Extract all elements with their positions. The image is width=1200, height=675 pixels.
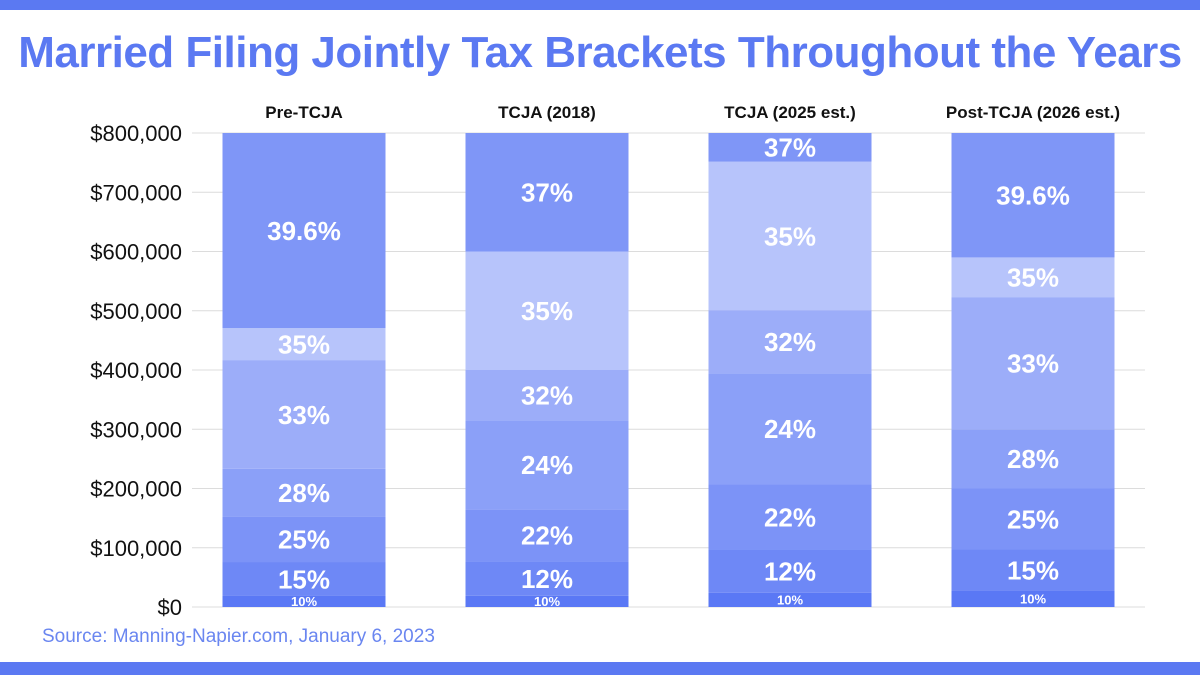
bar-segment bbox=[465, 595, 629, 607]
bar-segment-label: 35% bbox=[764, 221, 816, 251]
bar-segment-label: 10% bbox=[291, 594, 317, 609]
bar-segment-label: 39.6% bbox=[267, 216, 341, 246]
bar-segment bbox=[951, 488, 1115, 550]
bar-segment bbox=[222, 595, 386, 607]
stacked-bars: 10%15%25%28%33%35%39.6%10%12%22%24%32%35… bbox=[222, 133, 1115, 609]
bar-segment bbox=[951, 257, 1115, 298]
bar-segment bbox=[708, 592, 872, 607]
bar-segment-label: 10% bbox=[534, 594, 560, 609]
bar-segment-label: 37% bbox=[764, 133, 816, 163]
bar-segment bbox=[708, 549, 872, 593]
bar-segment bbox=[708, 484, 872, 550]
bar-segment-label: 28% bbox=[278, 478, 330, 508]
bar-segment-label: 39.6% bbox=[996, 181, 1070, 211]
bar-segment-label: 33% bbox=[1007, 349, 1059, 379]
bar-column: 10%12% 22% 24% 32% 35% 37% bbox=[465, 133, 629, 609]
bar-segment-label: 35% bbox=[278, 329, 330, 359]
bar-column: 10% 12% 22% 24% 32% 35% 37% bbox=[708, 133, 872, 608]
chart-title: Married Filing Jointly Tax Brackets Thro… bbox=[18, 28, 1182, 77]
category-label: TCJA (2018) bbox=[498, 103, 596, 122]
bar-segment bbox=[222, 328, 386, 361]
bar-segment bbox=[951, 549, 1115, 591]
bar-column: 10% 15% 25% 28% 33% 35% 39.6% bbox=[951, 133, 1115, 607]
bar-segment-label: 35% bbox=[521, 296, 573, 326]
y-tick-label: $500,000 bbox=[90, 299, 182, 324]
bar-column: 10%15% 25% 28% 33% 35% 39.6% bbox=[222, 133, 386, 609]
bar-segment bbox=[708, 133, 872, 162]
bar-segment bbox=[708, 373, 872, 485]
bar-segment-label: 10% bbox=[1020, 591, 1046, 606]
bar-segment bbox=[465, 251, 629, 370]
y-tick-label: $100,000 bbox=[90, 536, 182, 561]
top-accent-band bbox=[0, 0, 1200, 10]
bar-segment bbox=[465, 133, 629, 252]
bar-segment bbox=[708, 161, 872, 311]
y-tick-label: $300,000 bbox=[90, 417, 182, 442]
bar-segment bbox=[708, 310, 872, 374]
bar-segment bbox=[465, 420, 629, 510]
bar-segment-label: 25% bbox=[1007, 504, 1059, 534]
category-label: TCJA (2025 est.) bbox=[724, 103, 856, 122]
bar-segment-label: 24% bbox=[764, 414, 816, 444]
bar-segment bbox=[951, 133, 1115, 258]
bar-segment bbox=[222, 468, 386, 517]
category-labels: Pre-TCJA TCJA (2018) TCJA (2025 est.) Post-… bbox=[265, 103, 1120, 122]
y-tick-label: $200,000 bbox=[90, 477, 182, 502]
y-tick-label: $800,000 bbox=[90, 121, 182, 146]
y-axis: $0 $100,000 $200,000 $300,000 $400,000 $500,0… bbox=[90, 121, 182, 620]
y-tick-label: $600,000 bbox=[90, 240, 182, 265]
bar-segment bbox=[951, 297, 1115, 430]
bar-segment bbox=[951, 429, 1115, 489]
category-label: Post-TCJA (2026 est.) bbox=[946, 103, 1120, 122]
bar-segment bbox=[222, 516, 386, 563]
bar-segment-label: 12% bbox=[764, 557, 816, 587]
y-tick-label: $700,000 bbox=[90, 180, 182, 205]
bar-segment-label: 10% bbox=[777, 593, 803, 608]
source-note: Source: Manning-Napier.com, January 6, 2… bbox=[42, 626, 435, 647]
bar-segment-label: 35% bbox=[1007, 263, 1059, 293]
y-tick-label: $400,000 bbox=[90, 358, 182, 383]
bar-segment bbox=[222, 360, 386, 469]
bar-segment-label: 25% bbox=[278, 525, 330, 555]
bar-segment-label: 37% bbox=[521, 178, 573, 208]
bar-segment bbox=[465, 561, 629, 596]
bar-segment bbox=[222, 133, 386, 329]
bar-segment-label: 22% bbox=[764, 502, 816, 532]
bar-segment bbox=[465, 370, 629, 421]
bottom-accent-band bbox=[0, 662, 1200, 675]
bar-segment bbox=[951, 590, 1115, 607]
bar-segment-label: 22% bbox=[521, 521, 573, 551]
bar-segment-label: 33% bbox=[278, 400, 330, 430]
bar-segment-label: 32% bbox=[521, 381, 573, 411]
bar-segment-label: 28% bbox=[1007, 444, 1059, 474]
category-label: Pre-TCJA bbox=[265, 103, 342, 122]
bar-segment-label: 24% bbox=[521, 450, 573, 480]
bar-segment-label: 15% bbox=[1007, 555, 1059, 585]
bar-segment-label: 15% bbox=[278, 564, 330, 594]
bar-segment-label: 12% bbox=[521, 564, 573, 594]
bar-segment bbox=[465, 509, 629, 562]
y-tick-label: $0 bbox=[158, 595, 182, 620]
bar-segment-label: 32% bbox=[764, 327, 816, 357]
bar-segment bbox=[222, 562, 386, 596]
